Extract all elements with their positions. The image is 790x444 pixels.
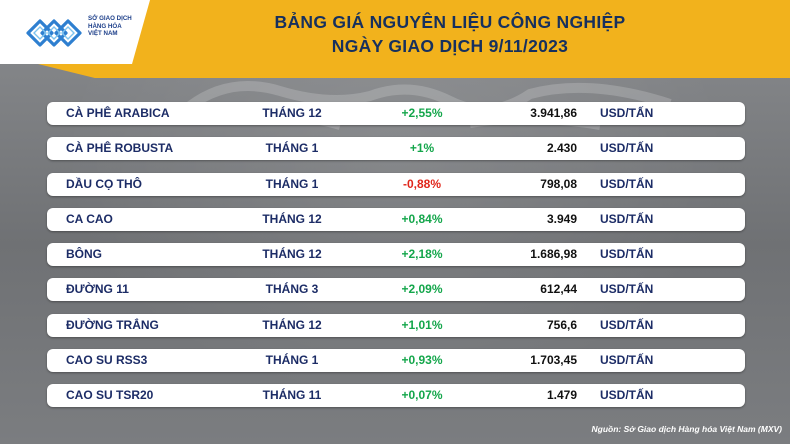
price-value: 798,08 [540, 176, 577, 191]
page-title: BẢNG GIÁ NGUYÊN LIỆU CÔNG NGHIỆP NGÀY GI… [150, 10, 750, 58]
price-value: 1.686,98 [530, 247, 577, 262]
table-row: CÀ PHÊ ARABICA THÁNG 12 +2,55% 3.941,86 … [47, 102, 745, 125]
price-unit: USD/TẤN [600, 176, 654, 191]
price-change: +1% [409, 141, 435, 156]
table-row: CÀ PHÊ ROBUSTA THÁNG 1 +1% 2.430 USD/TẤN [47, 137, 745, 161]
commodity-name: BÔNG [66, 247, 102, 262]
title-line-1: BẢNG GIÁ NGUYÊN LIỆU CÔNG NGHIỆP [274, 12, 626, 32]
contract-month: THÁNG 12 [262, 211, 322, 226]
price-change: +2,09% [401, 282, 443, 297]
commodity-name: DẦU CỌ THÔ [66, 176, 142, 191]
title-line-2: NGÀY GIAO DỊCH 9/11/2023 [331, 36, 569, 56]
price-value: 612,44 [540, 282, 577, 297]
price-table: CÀ PHÊ ARABICA THÁNG 12 +2,55% 3.941,86 … [47, 102, 745, 420]
mxv-logo-icon [26, 19, 82, 47]
price-unit: USD/TẤN [600, 106, 654, 120]
table-row: ĐƯỜNG TRẮNG THÁNG 12 +1,01% 756,6 USD/TẤ… [47, 313, 745, 337]
price-unit: USD/TẤN [600, 317, 654, 332]
price-value: 1.479 [546, 388, 577, 403]
price-value: 3.941,86 [530, 106, 577, 120]
price-change: +0,93% [401, 353, 443, 368]
price-unit: USD/TẤN [600, 388, 654, 403]
price-change: +2,18% [401, 247, 443, 262]
contract-month: THÁNG 1 [265, 141, 319, 156]
table-row: CA CAO THÁNG 12 +0,84% 3.949 USD/TẤN [47, 207, 745, 231]
price-unit: USD/TẤN [600, 211, 654, 226]
logo: SỞ GIAO DỊCH HÀNG HÓA VIỆT NAM [0, 0, 150, 64]
price-unit: USD/TẤN [600, 247, 654, 262]
logo-line-1: SỞ GIAO DỊCH [88, 15, 132, 22]
price-change: -0,88% [402, 176, 442, 191]
logo-line-2: HÀNG HÓA [88, 22, 122, 30]
source-note: Nguồn: Sở Giao dịch Hàng hóa Việt Nam (M… [591, 424, 782, 434]
price-change: +0,84% [401, 211, 443, 226]
logo-line-3: VIỆT NAM [88, 30, 118, 38]
contract-month: THÁNG 12 [262, 247, 322, 262]
table-row: CAO SU RSS3 THÁNG 1 +0,93% 1.703,45 USD/… [47, 349, 745, 373]
price-value: 1.703,45 [530, 353, 577, 368]
price-unit: USD/TẤN [600, 353, 654, 368]
price-unit: USD/TẤN [600, 282, 654, 297]
price-change: +1,01% [401, 317, 443, 332]
commodity-name: CAO SU TSR20 [66, 388, 154, 403]
table-row: CAO SU TSR20 THÁNG 11 +0,07% 1.479 USD/T… [47, 384, 745, 408]
table-row: BÔNG THÁNG 12 +2,18% 1.686,98 USD/TẤN [47, 243, 745, 267]
contract-month: THÁNG 12 [262, 106, 322, 120]
price-value: 2.430 [546, 141, 577, 156]
logo-text: SỞ GIAO DỊCH HÀNG HÓA VIỆT NAM [88, 15, 150, 38]
price-change: +0,07% [401, 388, 443, 403]
price-change: +2,55% [401, 106, 443, 120]
commodity-name: ĐƯỜNG 11 [66, 282, 129, 297]
commodity-name: CA CAO [66, 211, 113, 226]
table-row: ĐƯỜNG 11 THÁNG 3 +2,09% 612,44 USD/TẤN [47, 278, 745, 302]
table-row: DẦU CỌ THÔ THÁNG 1 -0,88% 798,08 USD/TẤN [47, 172, 745, 196]
contract-month: THÁNG 3 [265, 282, 319, 297]
commodity-name: CÀ PHÊ ARABICA [66, 106, 170, 120]
contract-month: THÁNG 11 [262, 388, 322, 403]
commodity-name: ĐƯỜNG TRẮNG [66, 317, 159, 332]
contract-month: THÁNG 1 [265, 353, 319, 368]
contract-month: THÁNG 12 [262, 317, 322, 332]
price-unit: USD/TẤN [600, 141, 654, 156]
contract-month: THÁNG 1 [265, 176, 319, 191]
commodity-name: CÀ PHÊ ROBUSTA [66, 141, 174, 156]
commodity-name: CAO SU RSS3 [66, 353, 148, 368]
price-value: 756,6 [546, 317, 577, 332]
price-value: 3.949 [546, 211, 577, 226]
